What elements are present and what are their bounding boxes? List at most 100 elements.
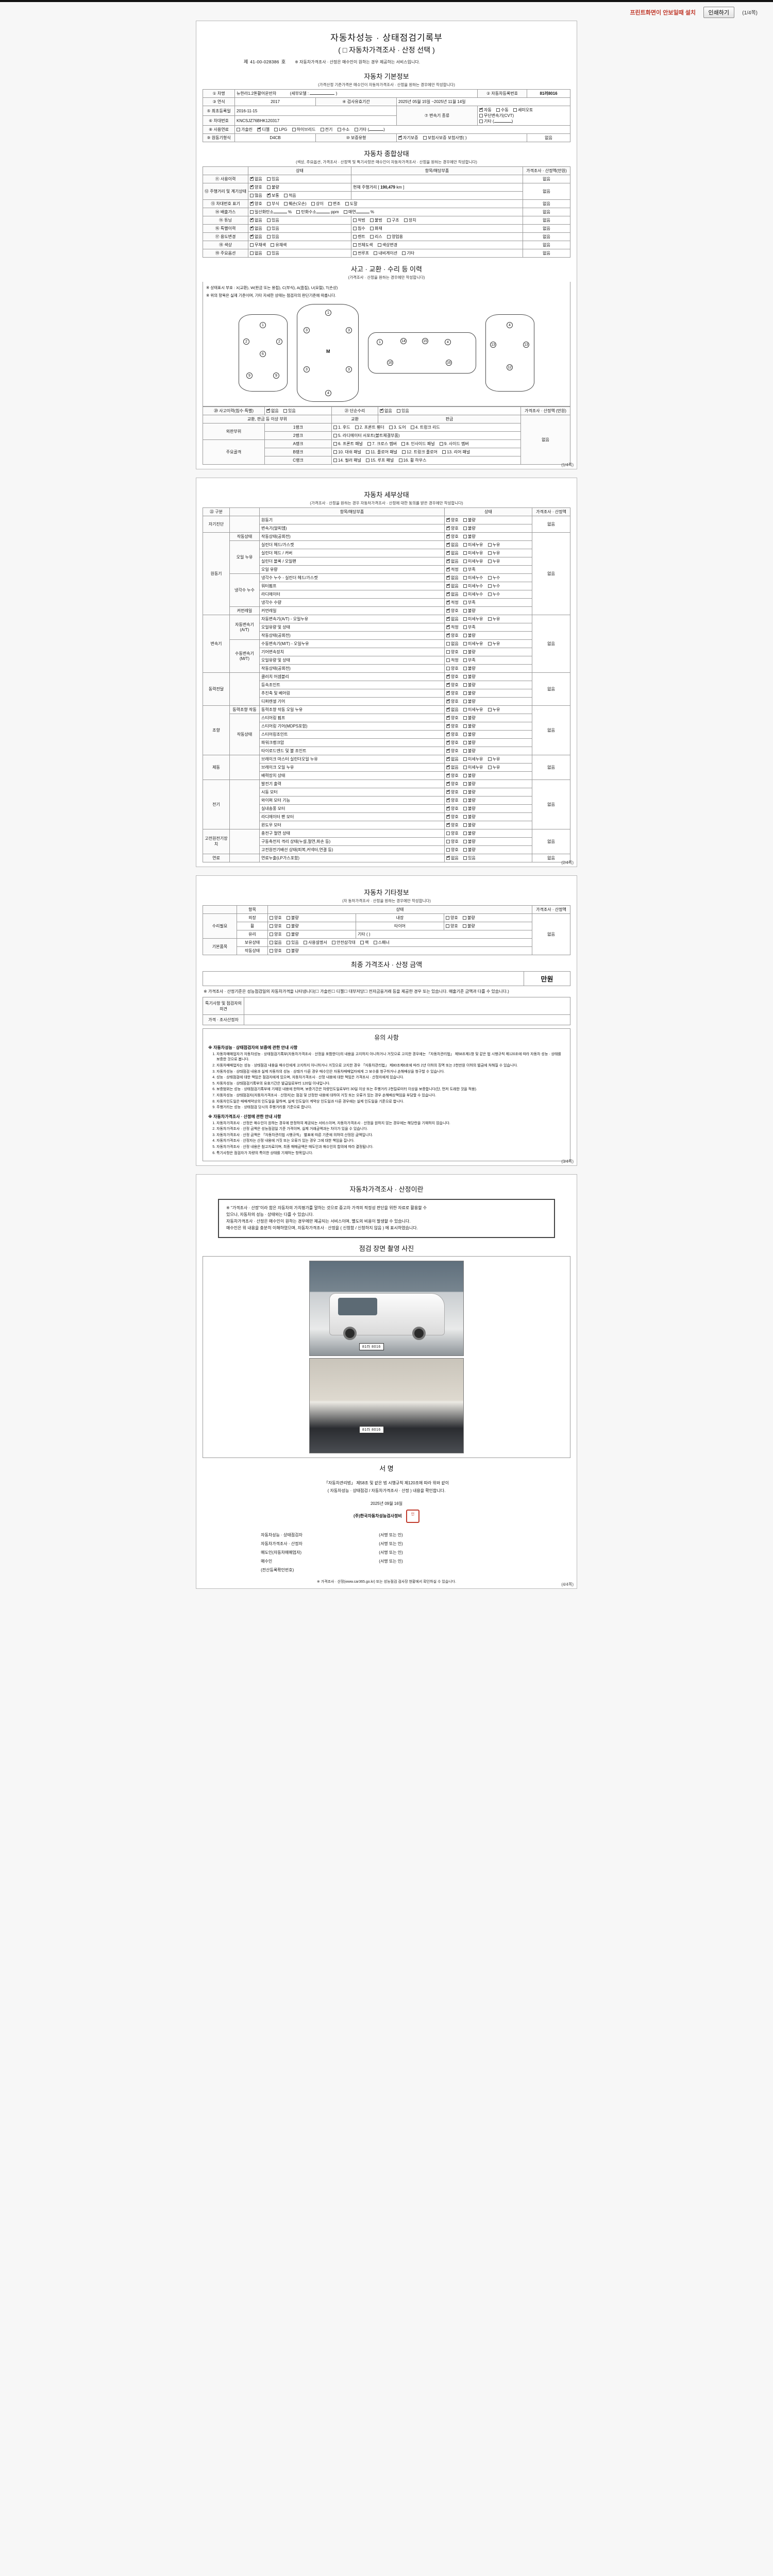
mileage-many[interactable]: 많음 bbox=[250, 193, 262, 198]
vin-damage[interactable]: 훼손(오손) bbox=[283, 201, 307, 207]
emission-co[interactable]: 일산화탄소 % bbox=[250, 209, 292, 215]
warranty-label: ⑩ 보증유형 bbox=[315, 133, 397, 142]
tuning-yes[interactable]: 있음 bbox=[266, 217, 279, 223]
table-row: 전기 발전기 출력 양호 불량 없음 bbox=[203, 779, 570, 829]
trans-opt-auto[interactable]: 자동 bbox=[479, 107, 492, 113]
warranty-opt-insurer[interactable]: 보험사보증 보험사명( ) bbox=[423, 135, 467, 141]
row-status-tuning: 없음 있음 bbox=[248, 216, 351, 225]
doc-number-note: ※ 자동차가격조사 · 산정은 매수인이 원하는 경우 제공하는 서비스입니다. bbox=[295, 60, 420, 64]
mileage-bad[interactable]: 불량 bbox=[266, 184, 279, 190]
fuel-opt-electric[interactable]: 전기 bbox=[320, 127, 332, 132]
item-mt-gear: 기어변속장치 bbox=[259, 647, 445, 656]
usage-none[interactable]: 없음 bbox=[250, 176, 262, 182]
item-driveshaft: 추진축 및 베어링 bbox=[259, 688, 445, 698]
group-brake: 제동 bbox=[203, 754, 230, 780]
repair-none[interactable]: 없음 bbox=[380, 408, 392, 414]
group-outer: 외판부위 bbox=[203, 422, 265, 440]
emission-hc[interactable]: 탄화수소 ppm bbox=[296, 209, 339, 215]
table-row: 가격 · 조사산정자 bbox=[203, 1014, 570, 1026]
table-row: 교환, 판금 등 이상 부위 교환 판금 없음 bbox=[203, 414, 570, 465]
repair-yes[interactable]: 있음 bbox=[396, 408, 409, 414]
trans-opt-semi[interactable]: 세미오토 bbox=[513, 107, 533, 113]
item-steer-joint: 스티어링조인트 bbox=[259, 730, 445, 739]
list-item: 자동차가격조사 · 산정자는 산정 내용에 거짓 또는 오류가 있는 경우 그에… bbox=[216, 1139, 565, 1144]
rank-a: A랭크 bbox=[264, 439, 332, 448]
list-item: 자동차성능 · 상태점검기록부의 유효기간은 발급일로부터 120일 이내입니다… bbox=[216, 1081, 565, 1087]
item-tire: 타이어 bbox=[356, 921, 444, 930]
list-item: 자동차가격조사 · 산정은 매수인이 원하는 경우에 한정하여 제공되는 서비스… bbox=[216, 1121, 565, 1126]
fuel-opt-hydrogen[interactable]: 수소 bbox=[337, 127, 349, 132]
sig-value-0: (서명 또는 인) bbox=[379, 1533, 403, 1538]
document-subtitle: ( □ 자동차가격조사 · 산정 선택 ) bbox=[338, 46, 435, 54]
status-engine-idle: 양호 불량 bbox=[444, 532, 532, 541]
special-none[interactable]: 없음 bbox=[250, 225, 262, 231]
accident-none[interactable]: 없음 bbox=[266, 408, 279, 414]
fuel-opt-hybrid[interactable]: 하이브리드 bbox=[292, 127, 315, 132]
item-clutch: 클러치 어셈블리 bbox=[259, 672, 445, 681]
status-cvjoint: 양호 불량 bbox=[444, 680, 532, 689]
status-crankarm: 양호 불량 bbox=[444, 738, 532, 747]
simple-repair-status: 없음 있음 bbox=[378, 406, 521, 415]
item-fuel-leak: 연료누출(LP가스포함) bbox=[259, 853, 445, 862]
reg-no-label: ② 자동차등록번호 bbox=[477, 89, 527, 98]
mileage-few[interactable]: 적음 bbox=[283, 193, 296, 198]
table-row: 스티어링 기어(MDPS포함) 양호 불량 bbox=[203, 721, 570, 731]
item-at-work: 작동상태(공회전) bbox=[259, 631, 445, 640]
usechange-yes[interactable]: 있음 bbox=[266, 234, 279, 240]
item-hold-status: 보유상태 bbox=[237, 938, 268, 947]
table-row: ③ 연식 2017 ④ 검사유효기간 2025년 05월 15일 ~2025년 … bbox=[203, 97, 570, 106]
item-cvjoint: 등속조인트 bbox=[259, 680, 445, 689]
table-row: 실내송풍 모터 양호 불량 bbox=[203, 804, 570, 813]
price-engine: 없음 bbox=[532, 532, 570, 615]
row-price-mileage: 없음 bbox=[523, 183, 570, 200]
final-price-amount bbox=[203, 971, 524, 986]
trans-opt-manual[interactable]: 수동 bbox=[496, 107, 509, 113]
fuel-opt-lpg[interactable]: LPG bbox=[274, 127, 287, 132]
usage-yes[interactable]: 있음 bbox=[266, 176, 279, 182]
row-label-emission: ⑭ 배출가스 bbox=[203, 208, 248, 216]
vin-good[interactable]: 양호 bbox=[250, 200, 262, 207]
table-row: ⑮ 튜닝 없음 있음 적법 불법 구조 장치 없음 bbox=[203, 216, 570, 225]
vin-rust[interactable]: 부식 bbox=[266, 201, 279, 207]
trans-opt-other[interactable]: 기타 () bbox=[479, 118, 513, 124]
status-steer-joint: 양호 불량 bbox=[444, 730, 532, 739]
table-row: C랭크 14. 필러 패널 15. 루프 패널 16. 휠 하우스 bbox=[203, 455, 570, 465]
item-starter: 시동 모터 bbox=[259, 787, 445, 796]
vin-diff[interactable]: 상이 bbox=[311, 201, 324, 207]
vin-alter[interactable]: 변조 bbox=[328, 201, 341, 207]
status-head-gasket: 없음 미세누유 누유 bbox=[444, 540, 532, 549]
fuel-opt-diesel[interactable]: 디젤 bbox=[257, 126, 270, 132]
fuel-opt-gasoline[interactable]: 가솔린 bbox=[237, 127, 253, 132]
sig-value-2: (서명 또는 인) bbox=[379, 1550, 403, 1555]
fuel-opt-other[interactable]: 기타 () bbox=[354, 127, 385, 132]
warranty-opt-self[interactable]: 자기보증 bbox=[398, 134, 418, 141]
group-repair-needed: 수리필요 bbox=[203, 913, 237, 939]
signature-area: 「자동차관리법」 제58조 및 같은 법 시행규칙 제120조에 따라 위와 같… bbox=[203, 1476, 570, 1527]
table-row: ⑨ 원동기형식 D4CB ⑩ 보증유형 자기보증 보험사보증 보험사명( ) 없… bbox=[203, 133, 570, 142]
item-brake-oil: 브레이크 오일 누유 bbox=[259, 762, 445, 772]
item-brake-master: 브레이크 마스터 실린더오일 누유 bbox=[259, 754, 445, 764]
list-item: 성능 · 상태점검에 대한 책임은 점검자에게 있으며, 자동차가격조사 · 산… bbox=[216, 1075, 565, 1080]
table-row: 동력전달 클러치 어셈블리 양호 불량 없음 bbox=[203, 672, 570, 706]
photo-wheel-front bbox=[343, 1326, 357, 1340]
print-button[interactable]: 인쇄하기 bbox=[703, 7, 734, 18]
table-row: 윈도우 모터 양호 불량 bbox=[203, 820, 570, 829]
mileage-good[interactable]: 양호 bbox=[250, 184, 262, 190]
vin-erase[interactable]: 도말 bbox=[345, 201, 358, 207]
trans-opt-cvt[interactable]: 무단변속기(CVT) bbox=[479, 113, 514, 118]
special-yes[interactable]: 있음 bbox=[266, 226, 279, 231]
submodel-close: ) bbox=[335, 91, 338, 96]
rank-c-items: 14. 필러 패널 15. 루프 패널 16. 휠 하우스 bbox=[331, 455, 521, 465]
table-row: 작동상태 스티어링 펌프 양호 불량 bbox=[203, 713, 570, 755]
row-detail-special: 침수 화재 bbox=[351, 224, 523, 233]
other-col-item: 항목 bbox=[237, 905, 268, 914]
emission-smoke[interactable]: 매연 % bbox=[343, 209, 374, 215]
accident-yes[interactable]: 있음 bbox=[283, 408, 296, 414]
status-waterpump: 없음 미세누수 누수 bbox=[444, 581, 532, 590]
sub-manual-trans: 수동변속기(M/T) bbox=[229, 639, 260, 673]
tuning-none[interactable]: 없음 bbox=[250, 217, 262, 223]
photo-plate-1: 81러 8016 bbox=[359, 1343, 384, 1350]
table-row: 조향 동력조향 작동 동력조향 작동 오일 누유 없음 미세누유 누유 없음 bbox=[203, 705, 570, 755]
mileage-normal[interactable]: 보통 bbox=[266, 192, 279, 198]
usechange-none[interactable]: 없음 bbox=[250, 233, 262, 240]
